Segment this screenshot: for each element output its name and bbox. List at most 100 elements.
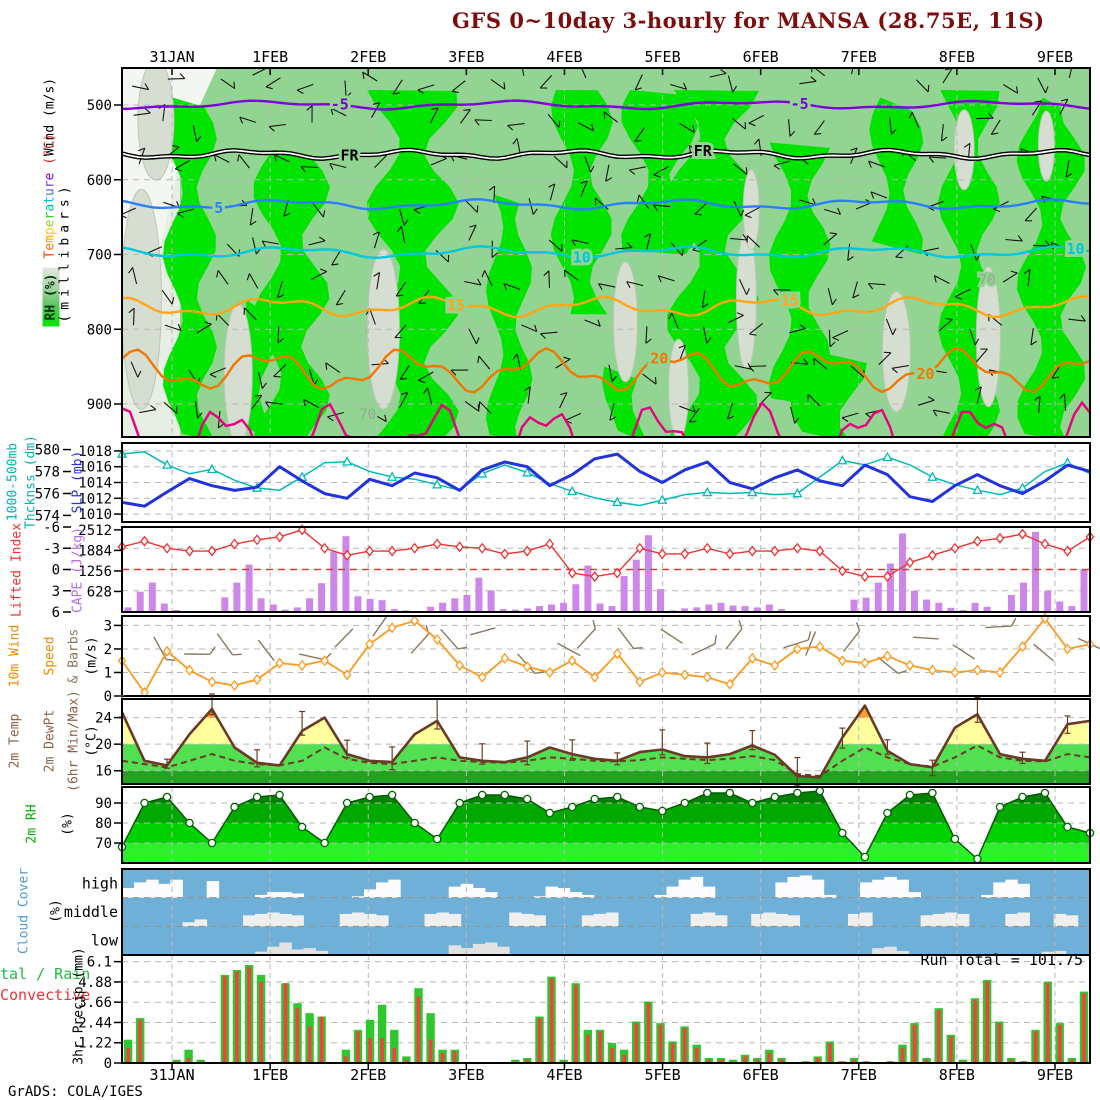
svg-text:628: 628 <box>87 584 112 600</box>
svg-text:10: 10 <box>573 249 591 267</box>
svg-text:16: 16 <box>95 764 112 780</box>
temperature-letter: p <box>42 227 58 236</box>
date-label: 31JAN <box>149 48 195 66</box>
svg-text:1016: 1016 <box>78 460 112 476</box>
temperature-letter: e <box>42 172 58 181</box>
wind10-axis-label-3: & Barbs <box>66 628 82 684</box>
lifted-index-axis-label: Lifted Index <box>9 523 25 617</box>
thickness-axis-label-2: Thcknss (dm) <box>23 435 39 529</box>
svg-text:580: 580 <box>35 443 60 459</box>
svg-text:15: 15 <box>447 296 465 314</box>
date-label: 8FEB <box>938 48 975 66</box>
temp2m-axis-label-1: 2m Temp <box>7 713 23 769</box>
svg-text:500: 500 <box>87 98 112 114</box>
cloud-panel: high middle low <box>64 868 1091 956</box>
date-label: 5FEB <box>644 1066 681 1084</box>
chart-title: GFS 0~10day 3-hourly for MANSA (28.75E, … <box>452 8 1045 33</box>
svg-text:1018: 1018 <box>78 444 112 460</box>
svg-text:1: 1 <box>104 665 112 681</box>
run-total: Run Total = 101.75 <box>920 951 1083 969</box>
svg-text:4.88: 4.88 <box>78 975 112 991</box>
svg-text:middle: middle <box>64 903 118 921</box>
svg-text:70: 70 <box>95 836 112 852</box>
temperature-unit: (°C) <box>42 133 58 173</box>
temperature-letter: e <box>42 219 58 228</box>
svg-text:1.22: 1.22 <box>78 1036 112 1052</box>
svg-text:1884: 1884 <box>78 543 112 559</box>
svg-text:6: 6 <box>52 605 60 621</box>
temperature-letter: u <box>42 188 58 196</box>
svg-text:900: 900 <box>87 397 112 413</box>
svg-text:2512: 2512 <box>78 523 112 539</box>
svg-text:FR: FR <box>340 146 359 164</box>
svg-text:1014: 1014 <box>78 476 112 492</box>
rh2m-axis-label: 2m RH <box>24 804 40 844</box>
temp2m-panel: 16 20 24 <box>95 693 1091 787</box>
svg-text:2: 2 <box>104 642 112 658</box>
date-label: 6FEB <box>742 1066 779 1084</box>
temperature-letter: e <box>42 242 58 251</box>
svg-text:70: 70 <box>979 272 996 288</box>
svg-text:600: 600 <box>87 173 112 189</box>
temp2m-axis-label-3: (6hr Min/Max) <box>66 690 82 792</box>
date-label: 1FEB <box>252 1066 289 1084</box>
pressure-axis-label: (millibars) <box>57 181 73 323</box>
svg-text:0: 0 <box>104 1056 112 1072</box>
precip-total-label: tal / Rain <box>0 965 91 983</box>
rh2m-unit-label: (%) <box>60 812 76 836</box>
cross-section-frame: 500 600 700 800 900 <box>87 67 1091 438</box>
svg-text:576: 576 <box>35 486 60 502</box>
date-label: 4FEB <box>546 1066 583 1084</box>
cloud-unit-label: (%) <box>48 899 64 923</box>
svg-text:800: 800 <box>87 322 112 338</box>
svg-text:3: 3 <box>52 584 60 600</box>
svg-text:0: 0 <box>104 689 112 705</box>
svg-text:FR: FR <box>694 142 713 160</box>
temperature-letter: r <box>42 211 58 220</box>
svg-text:90: 90 <box>95 796 112 812</box>
svg-text:20: 20 <box>95 737 112 753</box>
wind10-panel: 0 1 2 3 <box>104 612 1100 705</box>
temp2m-unit-label: (°C) <box>84 725 100 757</box>
svg-text:-3: -3 <box>43 541 60 557</box>
wind10-unit-label: (m/s) <box>84 636 100 676</box>
svg-text:3: 3 <box>104 618 112 634</box>
wind10-axis-label-1: 10m Wind <box>7 624 23 688</box>
thickness-axis-label-1: 1000-500mb <box>5 442 21 522</box>
svg-text:10: 10 <box>1066 240 1084 258</box>
svg-text:1010: 1010 <box>78 507 112 523</box>
date-label: 6FEB <box>742 48 779 66</box>
svg-text:700: 700 <box>87 248 112 264</box>
cape-axis-label: CAPE (J/kg) <box>70 526 86 614</box>
svg-text:80: 80 <box>95 816 112 832</box>
svg-text:574: 574 <box>35 508 60 524</box>
date-label: 7FEB <box>840 48 877 66</box>
grads-credit: GrADS: COLA/IGES <box>8 1084 143 1100</box>
precip-panel: 0 1.22 2.44 3.66 4.88 6.1 <box>78 954 1091 1072</box>
date-label: 2FEB <box>350 48 387 66</box>
svg-text:24: 24 <box>95 711 112 727</box>
svg-text:70: 70 <box>359 407 376 423</box>
svg-text:-6: -6 <box>43 520 60 536</box>
rh2m-panel: 70 80 90 <box>95 786 1095 864</box>
svg-text:2.44: 2.44 <box>78 1015 112 1031</box>
temperature-letter: m <box>42 235 58 243</box>
svg-text:20: 20 <box>916 365 934 383</box>
date-label: 9FEB <box>1036 1066 1074 1084</box>
svg-text:high: high <box>82 874 118 892</box>
svg-text:5: 5 <box>214 199 223 217</box>
temperature-axis-label: Temperature (°C) <box>43 133 58 258</box>
svg-text:1012: 1012 <box>78 491 112 507</box>
svg-text:low: low <box>91 932 119 950</box>
date-label: 5FEB <box>644 48 681 66</box>
svg-text:-5: -5 <box>791 95 809 113</box>
date-label: 31JAN <box>149 1066 195 1084</box>
date-label: 8FEB <box>938 1066 975 1084</box>
svg-text:3.66: 3.66 <box>78 995 112 1011</box>
temp2m-axis-label-2: 2m DewPt <box>42 709 58 773</box>
date-label: 9FEB <box>1036 48 1074 66</box>
date-label: 3FEB <box>448 48 485 66</box>
temperature-letter: a <box>42 203 58 212</box>
